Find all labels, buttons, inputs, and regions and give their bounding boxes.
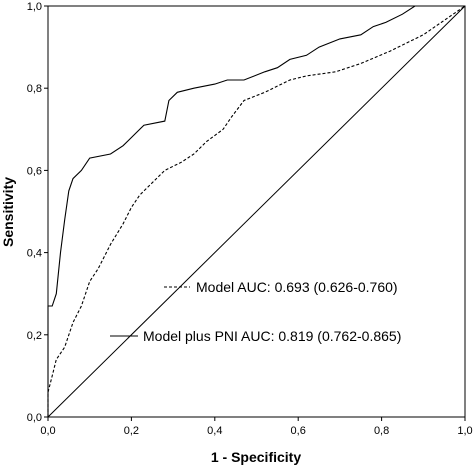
y-tick-label: 0,4 [27, 248, 42, 260]
series-line-model-pni [47, 5, 465, 417]
axes: 0,0 0,2 0,4 0,6 0,8 1,0 0,0 0,2 0,4 0,6 0,8 1,0 [27, 1, 473, 437]
x-tick-label: 0,6 [291, 425, 306, 437]
y-axis-title: Sensitivity [0, 177, 16, 247]
y-tick-label: 0,8 [27, 83, 42, 95]
plot-frame [47, 5, 466, 418]
x-tick-label: 0,4 [207, 425, 222, 437]
legend: Model AUC: 0.693 (0.626-0.760) Model plu… [110, 279, 401, 344]
x-tick-label: 0,2 [124, 425, 139, 437]
legend-label-model-pni: Model plus PNI AUC: 0.819 (0.762-0.865) [143, 328, 401, 344]
y-tick-label: 0,6 [27, 165, 42, 177]
x-tick-label: 0,8 [374, 425, 389, 437]
reference-diagonal [47, 5, 466, 418]
series-layer [47, 5, 466, 417]
y-tick-label: 0,2 [27, 330, 42, 342]
x-axis-title: 1 - Specificity [211, 449, 301, 465]
legend-label-model: Model AUC: 0.693 (0.626-0.760) [196, 279, 398, 295]
y-tick-label: 1,0 [27, 1, 42, 13]
series-line-model [47, 5, 466, 417]
y-tick-label: 0,0 [27, 412, 42, 424]
x-tick-label: 0,0 [40, 425, 55, 437]
x-tick-label: 1,0 [457, 425, 472, 437]
